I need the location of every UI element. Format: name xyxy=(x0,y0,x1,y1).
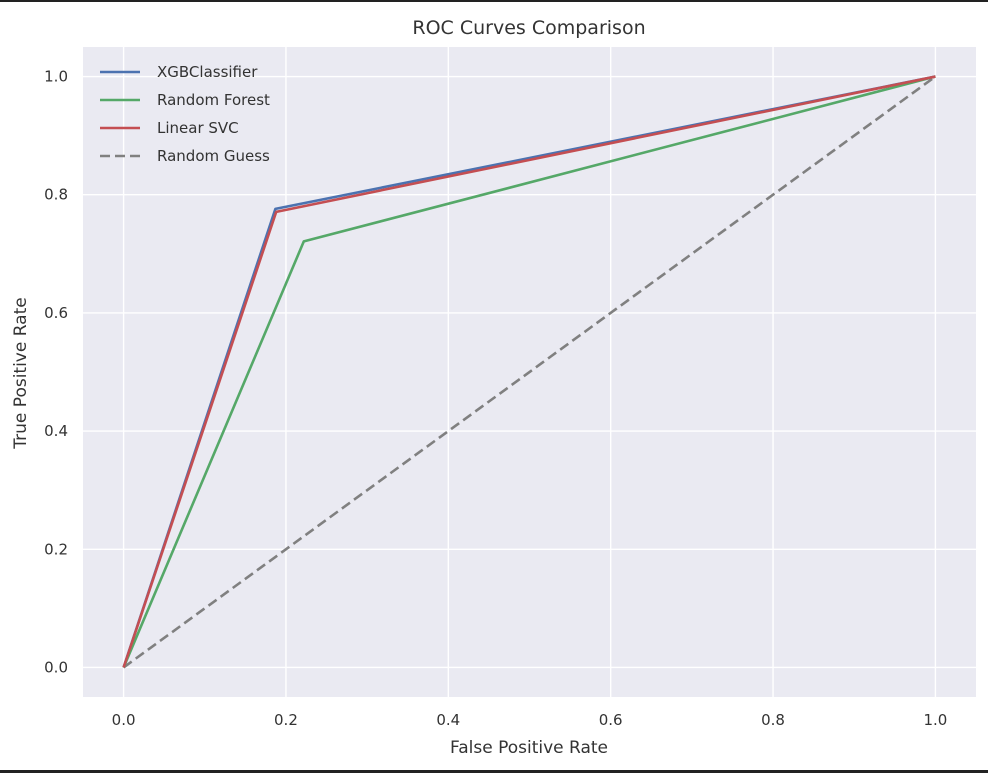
legend: XGBClassifier Random Forest Linear SVC Rand… xyxy=(100,63,270,165)
y-tick-label: 1.0 xyxy=(44,68,68,86)
x-tick-label: 0.6 xyxy=(599,711,623,729)
y-tick-label: 0.8 xyxy=(44,186,68,204)
x-tick-label: 0.2 xyxy=(274,711,298,729)
x-tick-label: 0.4 xyxy=(436,711,460,729)
grid xyxy=(83,47,976,697)
legend-label: Linear SVC xyxy=(157,119,239,137)
legend-label: Random Forest xyxy=(157,91,270,109)
series-line-linear-svc xyxy=(122,75,936,668)
chart-title: ROC Curves Comparison xyxy=(412,17,645,39)
x-tick-label: 0.0 xyxy=(112,711,136,729)
y-tick-label: 0.4 xyxy=(44,422,68,440)
y-tick-label: 0.6 xyxy=(44,304,68,322)
x-tick-label: 0.8 xyxy=(761,711,785,729)
y-tick-label: 0.0 xyxy=(44,658,68,676)
y-tick-labels: 0.0 0.2 0.4 0.6 0.8 1.0 xyxy=(44,68,68,677)
x-axis-label: False Positive Rate xyxy=(450,738,608,758)
y-tick-label: 0.2 xyxy=(44,540,68,558)
legend-label: XGBClassifier xyxy=(157,63,258,81)
series-line-random-forest xyxy=(122,75,936,668)
x-tick-labels: 0.0 0.2 0.4 0.6 0.8 1.0 xyxy=(112,711,948,729)
series-group xyxy=(122,75,937,669)
series-line-random-guess xyxy=(122,75,937,669)
y-axis-label: True Positive Rate xyxy=(11,297,31,449)
legend-label: Random Guess xyxy=(157,147,270,165)
x-tick-label: 1.0 xyxy=(923,711,947,729)
